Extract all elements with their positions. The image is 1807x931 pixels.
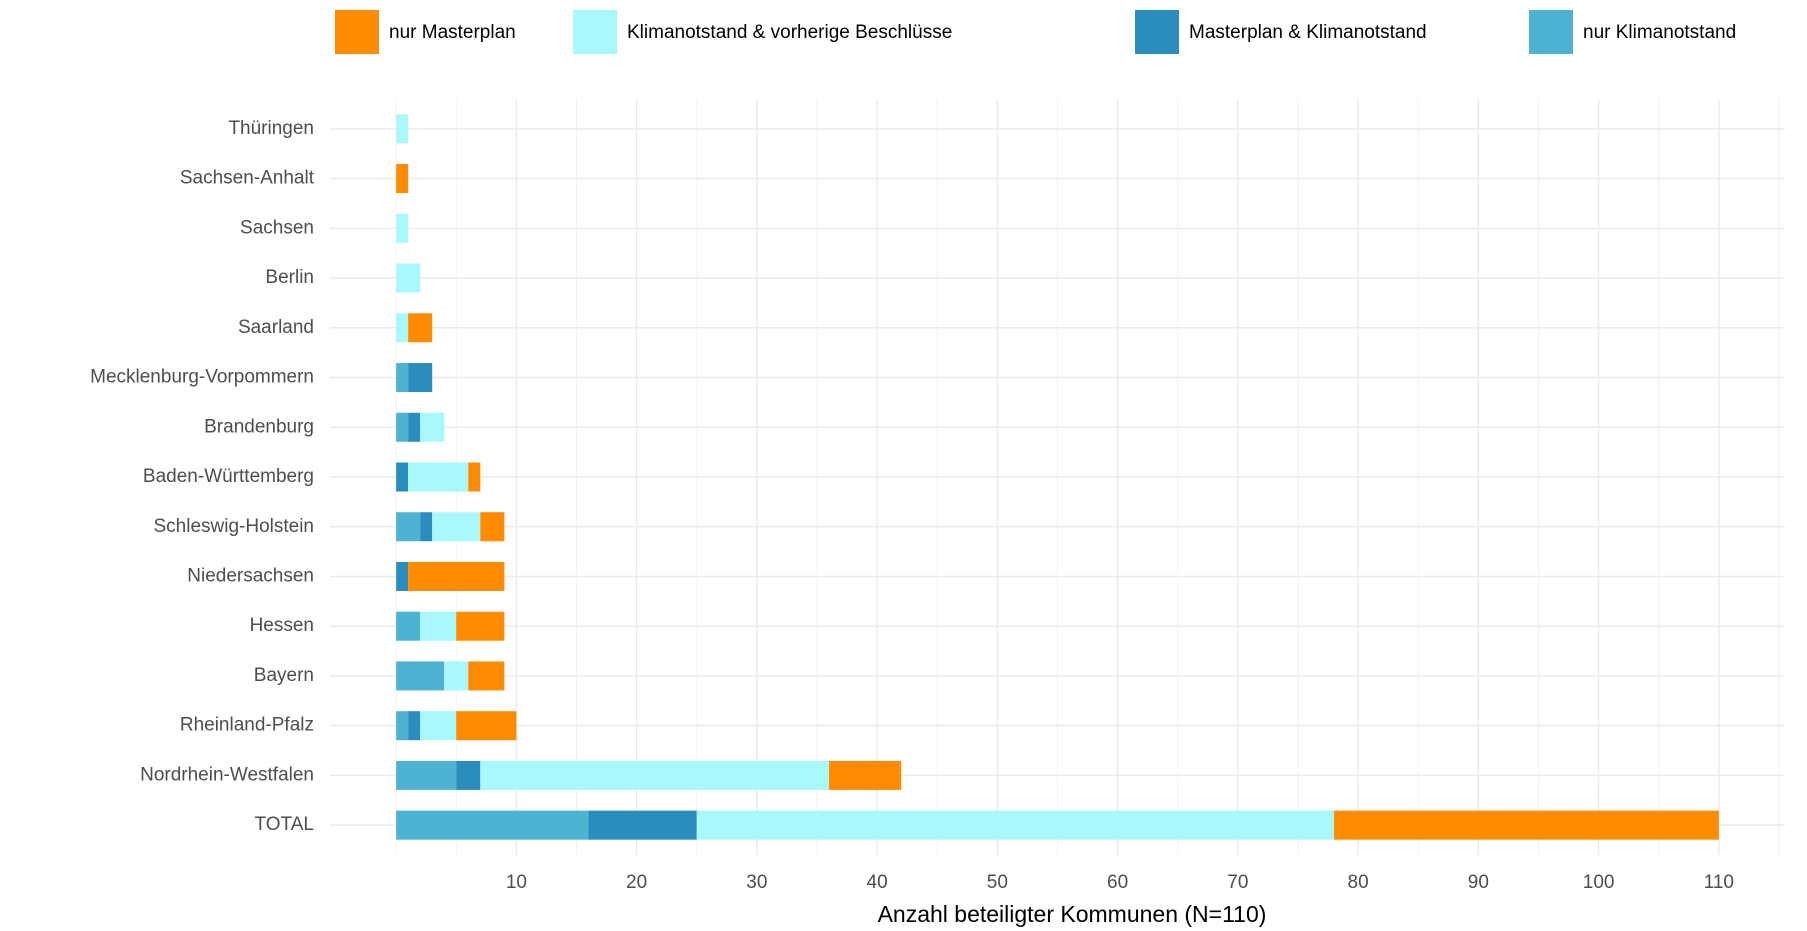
x-tick-label: 40: [867, 872, 888, 893]
legend-key: [1135, 10, 1179, 54]
x-tick-label: 90: [1468, 872, 1489, 893]
legend-key: [573, 10, 617, 54]
bar-segment: [408, 711, 421, 741]
y-tick-label: Sachsen-Anhalt: [180, 168, 315, 189]
legend-label: Masterplan & Klimanotstand: [1189, 22, 1427, 43]
x-tick-label: 110: [1704, 872, 1734, 893]
legend-label: nur Klimanotstand: [1583, 22, 1736, 43]
y-tick-label: Schleswig-Holstein: [153, 516, 314, 537]
bar-segment: [396, 114, 409, 144]
y-tick-label: Saarland: [238, 317, 314, 338]
bar-segment: [396, 462, 409, 492]
y-tick-label: Rheinland-Pfalz: [180, 715, 314, 736]
legend-label: Klimanotstand & vorherige Beschlüsse: [627, 22, 952, 43]
y-tick-label: Brandenburg: [204, 416, 314, 437]
bar-segment: [696, 810, 1335, 840]
bar-segment: [396, 711, 409, 741]
y-tick-label: Hessen: [250, 615, 314, 636]
legend-key: [1529, 10, 1573, 54]
bar-segment: [420, 512, 433, 542]
x-tick-label: 80: [1348, 872, 1369, 893]
x-tick-label: 60: [1107, 872, 1128, 893]
bar-segment: [480, 512, 505, 542]
bar-segment: [420, 412, 445, 442]
bar-segment: [829, 760, 902, 790]
bar-segment: [456, 760, 481, 790]
bar-segment: [468, 462, 481, 492]
x-tick-label: 100: [1583, 872, 1615, 893]
bar-segment: [396, 313, 409, 343]
x-tick-label: 10: [506, 872, 527, 893]
x-tick-label: 50: [987, 872, 1008, 893]
bar-segment: [396, 760, 457, 790]
y-tick-label: Nordrhein-Westfalen: [140, 764, 314, 785]
bar-segment: [1334, 810, 1719, 840]
bar-segment: [396, 263, 421, 293]
bar-segment: [480, 760, 830, 790]
bar-segment: [468, 661, 505, 691]
bar-segment: [456, 711, 517, 741]
bar-segment: [408, 462, 469, 492]
bar-segment: [420, 711, 457, 741]
bar-segment: [408, 561, 505, 591]
bar-segment: [396, 213, 409, 243]
bar-segment: [408, 313, 433, 343]
y-tick-label: TOTAL: [255, 814, 314, 835]
bar-segment: [408, 363, 433, 393]
y-tick-label: Sachsen: [240, 217, 314, 238]
bar-segment: [588, 810, 697, 840]
bar-segment: [408, 412, 421, 442]
bar-segment: [432, 512, 481, 542]
legend-key: [335, 10, 379, 54]
bar-segment: [396, 810, 589, 840]
legend: nur Masterplan Klimanotstand & vorherige …: [335, 10, 1736, 54]
bar-segment: [396, 512, 421, 542]
y-tick-label: Niedersachsen: [187, 565, 314, 586]
bar-segment: [444, 661, 469, 691]
bar-segment: [396, 363, 409, 393]
bar-segment: [396, 561, 409, 591]
bar-segment: [396, 164, 409, 194]
x-tick-label: 30: [746, 872, 767, 893]
bar-segment: [420, 611, 457, 641]
bar-segment: [396, 661, 445, 691]
bar-segment: [396, 412, 409, 442]
legend-label: nur Masterplan: [389, 22, 516, 43]
y-tick-label: Mecklenburg-Vorpommern: [90, 367, 314, 388]
bar-segment: [396, 611, 421, 641]
x-tick-label: 20: [626, 872, 647, 893]
y-tick-label: Thüringen: [228, 118, 314, 139]
x-axis-title: Anzahl beteiligter Kommunen (N=110): [878, 901, 1267, 927]
x-tick-label: 70: [1227, 872, 1248, 893]
y-tick-label: Berlin: [265, 267, 314, 288]
y-tick-label: Bayern: [254, 665, 314, 686]
y-tick-label: Baden-Württemberg: [143, 466, 314, 487]
bar-segment: [456, 611, 505, 641]
